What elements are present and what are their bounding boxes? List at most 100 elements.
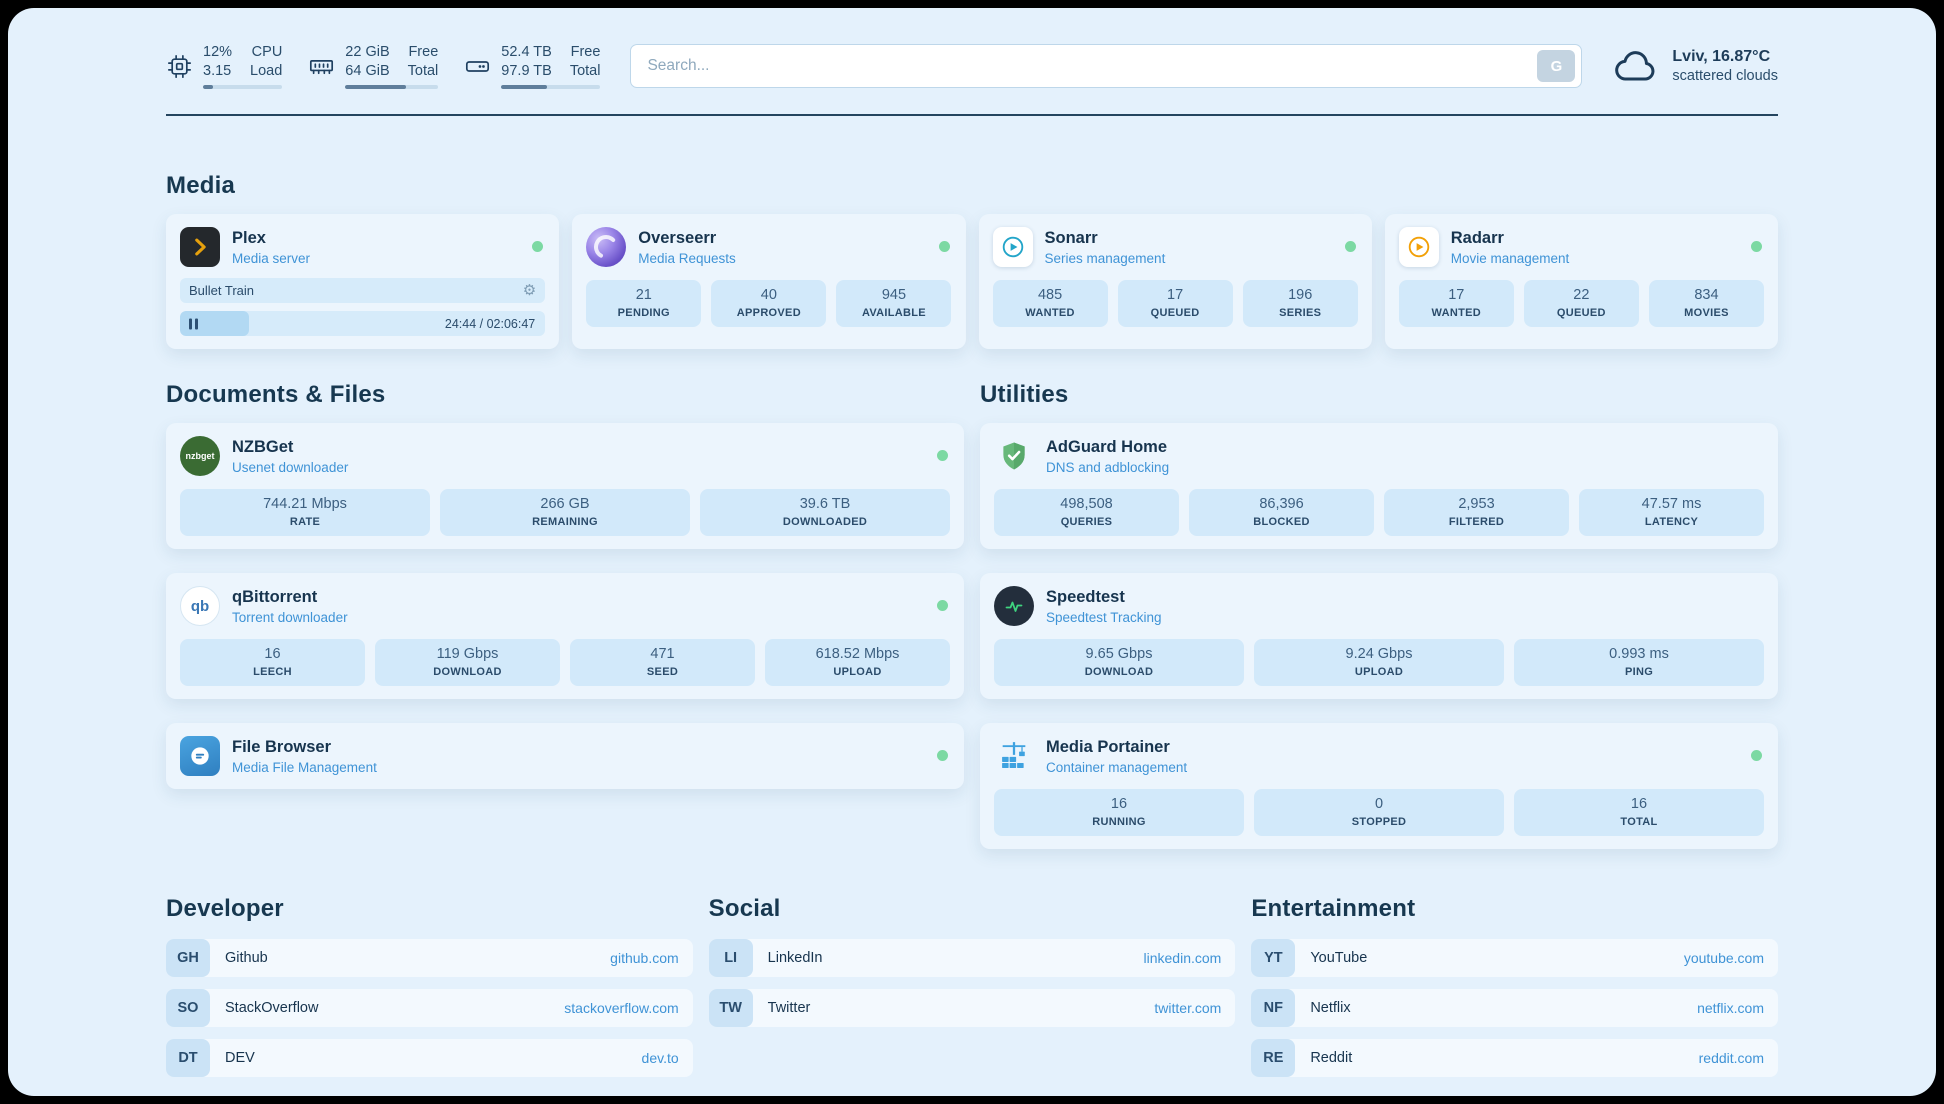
app-name: qBittorrent <box>232 587 318 606</box>
stackoverflow-icon: SO <box>166 989 210 1027</box>
stat-value: 16 <box>264 646 281 662</box>
sonarr-card[interactable]: Sonarr Series management 485 WANTED 17 Q… <box>978 214 1372 349</box>
stat-label: DOWNLOADED <box>782 516 868 528</box>
settings-gear-icon[interactable]: ⚙ <box>522 282 537 299</box>
portainer-card[interactable]: Media Portainer Container management 16 … <box>980 723 1778 849</box>
app-name: File Browser <box>232 737 332 756</box>
stat-value: 945 <box>881 287 907 303</box>
twitter-icon: TW <box>708 989 753 1027</box>
stat-box: 21 PENDING <box>586 280 702 327</box>
bookmark-stackoverflow[interactable]: SO StackOverflow stackoverflow.com <box>166 989 693 1027</box>
disk-free-value: 52.4 TB <box>501 44 552 61</box>
qbittorrent-card[interactable]: qb qBittorrent Torrent downloader 16 LEE… <box>166 573 964 699</box>
filebrowser-card[interactable]: File Browser Media File Management <box>166 723 964 789</box>
stat-box: 266 GB REMAINING <box>440 489 690 536</box>
app-desc: Speedtest Tracking <box>1046 609 1162 625</box>
bookmark-url: stackoverflow.com <box>564 1000 679 1016</box>
radarr-card[interactable]: Radarr Movie management 17 WANTED 22 QUE… <box>1384 214 1778 349</box>
section-heading-social: Social <box>708 895 781 922</box>
stat-value: 40 <box>760 287 777 303</box>
weather-widget: Lviv, 16.87°C scattered clouds <box>1612 42 1778 90</box>
adguard-icon <box>994 436 1034 476</box>
ram-widget: 22 GiB Free 64 GiB Total <box>308 43 439 89</box>
stat-box: 0 STOPPED <box>1254 789 1504 836</box>
nzbget-icon: nzbget <box>180 436 220 476</box>
stat-label: SERIES <box>1279 307 1322 319</box>
bookmark-url: netflix.com <box>1697 1000 1764 1016</box>
now-playing-bar: Bullet Train ⚙ <box>180 278 546 303</box>
app-name: AdGuard Home <box>1046 437 1168 456</box>
bookmark-name: Reddit <box>1310 1050 1353 1066</box>
stat-value: 16 <box>1630 796 1648 812</box>
stat-box: 16 RUNNING <box>994 789 1244 836</box>
stat-value: 47.57 ms <box>1641 496 1702 512</box>
stat-label: AVAILABLE <box>861 307 926 319</box>
stat-box: 2,953 FILTERED <box>1384 489 1569 536</box>
bookmark-name: DEV <box>225 1050 255 1066</box>
ram-total-value: 64 GiB <box>345 63 390 79</box>
reddit-icon: RE <box>1251 1039 1296 1077</box>
portainer-icon <box>994 736 1034 776</box>
bookmark-github[interactable]: GH Github github.com <box>166 939 693 977</box>
bookmark-name: StackOverflow <box>225 1000 319 1016</box>
dev-icon: DT <box>166 1039 210 1077</box>
bookmark-linkedin[interactable]: LI LinkedIn linkedin.com <box>708 939 1236 977</box>
bookmark-reddit[interactable]: RE Reddit reddit.com <box>1251 1039 1778 1077</box>
stat-value: 119 Gbps <box>436 646 499 662</box>
playback-progress-bar[interactable]: 24:44 / 02:06:47 <box>180 311 546 336</box>
stat-label: FILTERED <box>1448 516 1505 528</box>
app-name: Radarr <box>1450 228 1504 247</box>
stat-label: MOVIES <box>1684 307 1729 319</box>
github-icon: GH <box>166 939 210 977</box>
bookmark-name: Github <box>225 950 268 966</box>
app-name: Sonarr <box>1044 228 1098 247</box>
stat-label: WANTED <box>1431 307 1482 319</box>
stat-box: 834 MOVIES <box>1648 280 1764 327</box>
stat-value: 0.993 ms <box>1609 646 1669 662</box>
social-section: Social LI LinkedIn linkedin.com TW Twitt… <box>708 895 1236 1027</box>
adguard-card[interactable]: AdGuard Home DNS and adblocking 498,508 … <box>980 423 1778 549</box>
utilities-section: Utilities AdGuard Home DNS and adblockin… <box>980 381 1778 849</box>
cpu-usage-label: CPU <box>251 44 283 61</box>
search-engine-button[interactable]: G <box>1537 50 1576 82</box>
stat-box: 39.6 TB DOWNLOADED <box>700 489 950 536</box>
filebrowser-icon <box>180 736 220 776</box>
bookmark-twitter[interactable]: TW Twitter twitter.com <box>708 989 1236 1027</box>
overseerr-card[interactable]: Overseerr Media Requests 21 PENDING 40 A… <box>572 214 966 349</box>
developer-section: Developer GH Github github.com SO StackO… <box>166 895 693 1077</box>
playback-time: 24:44 / 02:06:47 <box>444 316 536 331</box>
speedtest-card[interactable]: Speedtest Speedtest Tracking 9.65 Gbps D… <box>980 573 1778 699</box>
system-stats: 12% CPU 3.15 Load 22 GiB Free 64 <box>166 43 601 89</box>
pause-icon[interactable] <box>189 318 198 329</box>
bookmark-dev[interactable]: DT DEV dev.to <box>166 1039 693 1077</box>
overseerr-icon <box>586 227 627 267</box>
ram-progress-bar <box>345 84 439 89</box>
bookmark-youtube[interactable]: YT YouTube youtube.com <box>1251 939 1778 977</box>
disk-progress-bar <box>501 84 601 89</box>
disk-total-value: 97.9 TB <box>501 63 552 79</box>
app-desc: Usenet downloader <box>232 459 349 475</box>
stat-label: QUEUED <box>1556 307 1606 319</box>
disk-widget: 52.4 TB Free 97.9 TB Total <box>464 43 601 89</box>
stat-label: LEECH <box>253 666 292 678</box>
documents-section: Documents & Files nzbget NZBGet Usenet d… <box>166 381 964 789</box>
bookmark-netflix[interactable]: NF Netflix netflix.com <box>1251 989 1778 1027</box>
status-dot <box>937 450 948 461</box>
app-desc: Series management <box>1044 250 1166 266</box>
stat-value: 86,396 <box>1259 496 1304 512</box>
search-input[interactable] <box>647 57 1538 75</box>
status-dot <box>938 241 950 252</box>
cpu-widget: 12% CPU 3.15 Load <box>166 43 283 89</box>
nzbget-card[interactable]: nzbget NZBGet Usenet downloader 744.21 M… <box>166 423 964 549</box>
stat-value: 9.65 Gbps <box>1085 646 1153 662</box>
stat-box: 0.993 ms PING <box>1514 639 1764 686</box>
weather-condition: scattered clouds <box>1672 68 1778 84</box>
app-name: Plex <box>232 228 266 247</box>
stat-value: 16 <box>1110 796 1128 812</box>
app-desc: Media server <box>232 250 311 266</box>
plex-card[interactable]: Plex Media server Bullet Train ⚙ 24:44 /… <box>166 214 560 349</box>
stat-value: 196 <box>1288 287 1313 303</box>
stat-value: 17 <box>1167 287 1184 303</box>
divider <box>166 114 1778 116</box>
stat-label: PING <box>1624 666 1654 678</box>
